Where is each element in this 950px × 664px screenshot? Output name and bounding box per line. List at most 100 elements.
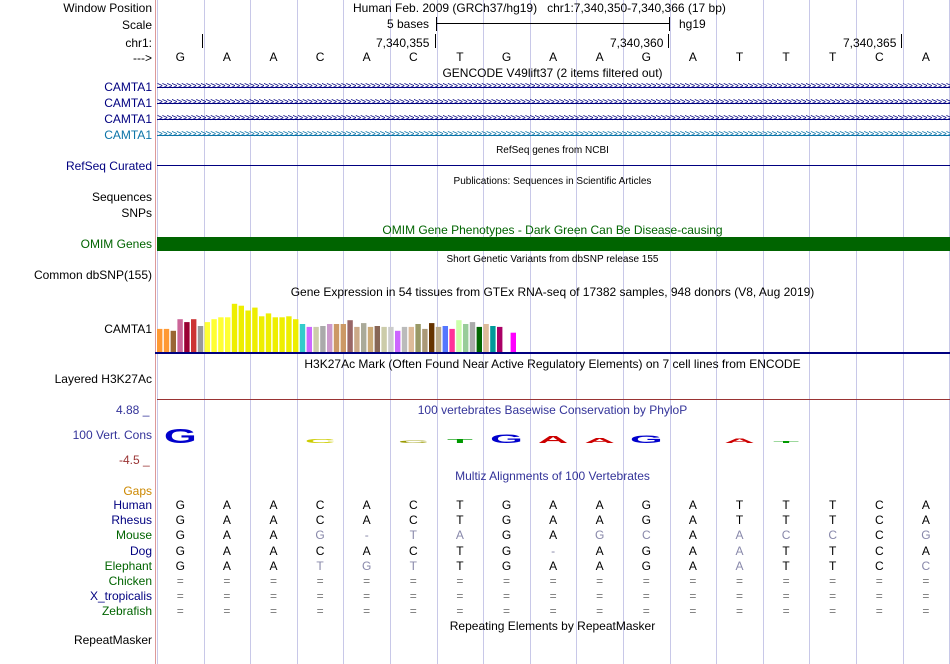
aligned-base: = xyxy=(689,574,697,588)
gtex-tissue-bar xyxy=(408,326,414,352)
gtex-tissue-bar xyxy=(476,326,482,352)
gencode-transcript-label[interactable]: CAMTA1 xyxy=(104,112,152,126)
aligned-base: = xyxy=(223,589,231,604)
gtex-tissue-bar xyxy=(218,317,224,352)
aligned-base: C xyxy=(408,513,418,528)
omim-label[interactable]: OMIM Genes xyxy=(80,237,152,251)
refseq-label[interactable]: RefSeq Curated xyxy=(65,159,152,173)
h3k27ac-title[interactable]: H3K27Ac Mark (Often Found Near Active Re… xyxy=(304,357,801,371)
species-label[interactable]: Human xyxy=(113,498,152,512)
reference-base: A xyxy=(921,50,930,64)
aligned-base: = xyxy=(922,589,930,604)
species-label[interactable]: Dog xyxy=(129,543,152,558)
repeatmasker-title[interactable]: Repeating Elements by RepeatMasker xyxy=(449,619,656,633)
aligned-base: = xyxy=(363,589,371,604)
conservation-glyph: C xyxy=(398,440,428,444)
gtex-tissue-bar xyxy=(340,324,346,352)
aligned-base: A xyxy=(735,543,744,558)
gencode-title[interactable]: GENCODE V49lift37 (2 items filtered out) xyxy=(442,66,663,80)
refseq-gene-line[interactable] xyxy=(157,165,950,166)
publications-sequences-label[interactable]: Sequences xyxy=(91,190,152,204)
gencode-transcript-label[interactable]: CAMTA1 xyxy=(104,80,152,94)
aligned-base: C xyxy=(874,528,884,543)
omim-gene-bar[interactable] xyxy=(157,237,950,251)
gtex-label[interactable]: CAMTA1 xyxy=(104,322,152,336)
aligned-base: = xyxy=(549,604,557,619)
omim-title[interactable]: OMIM Gene Phenotypes - Dark Green Can Be… xyxy=(382,223,723,237)
species-label[interactable]: Zebrafish xyxy=(101,604,152,619)
gencode-transcript-label[interactable]: CAMTA1 xyxy=(104,96,152,110)
aligned-base: A xyxy=(269,498,278,512)
aligned-base: A xyxy=(595,513,604,528)
conservation-glyph: G xyxy=(490,432,523,446)
publications-snps-label[interactable]: SNPs xyxy=(121,206,152,220)
aligned-base: A xyxy=(362,498,371,512)
gtex-chart[interactable] xyxy=(155,298,950,354)
aligned-base: = xyxy=(689,589,697,604)
gencode-transcript-label[interactable]: CAMTA1 xyxy=(104,128,152,142)
aligned-base: A xyxy=(595,498,604,512)
aligned-base: = xyxy=(316,574,324,588)
scale-text: 5 bases xyxy=(387,17,430,31)
aligned-base: = xyxy=(502,574,510,588)
gencode-transcript-line[interactable]: >>>>>>>>>>>>>>>>>>>>>>>>>>>>>>>>>>>>>>>>… xyxy=(157,80,950,94)
dbsnp-label[interactable]: Common dbSNP(155) xyxy=(33,268,152,282)
dbsnp-title[interactable]: Short Genetic Variants from dbSNP releas… xyxy=(446,254,659,265)
aligned-base: T xyxy=(829,498,837,512)
conservation-glyph: C xyxy=(305,439,335,445)
aligned-base: A xyxy=(735,558,744,573)
gtex-title[interactable]: Gene Expression in 54 tissues from GTEx … xyxy=(290,285,815,299)
gtex-tissue-bar xyxy=(361,323,367,352)
aligned-base: A xyxy=(222,513,231,528)
strand-label: ---> xyxy=(133,51,152,65)
aligned-base: G xyxy=(315,528,325,543)
aligned-base: A xyxy=(549,528,558,543)
multiz-title[interactable]: Multiz Alignments of 100 Vertebrates xyxy=(455,469,650,483)
gtex-tissue-bar xyxy=(293,319,299,352)
conservation-title[interactable]: 100 vertebrates Basewise Conservation by… xyxy=(417,403,688,417)
gencode-transcript-line[interactable]: >>>>>>>>>>>>>>>>>>>>>>>>>>>>>>>>>>>>>>>>… xyxy=(157,96,950,110)
species-label[interactable]: Chicken xyxy=(108,574,152,588)
label-separator[interactable] xyxy=(155,0,156,664)
species-label[interactable]: Rhesus xyxy=(111,513,152,528)
refseq-title[interactable]: RefSeq genes from NCBI xyxy=(496,145,609,156)
gaps-label[interactable]: Gaps xyxy=(123,484,152,498)
aligned-base: C xyxy=(641,528,651,543)
gtex-tissue-bar xyxy=(469,322,476,352)
gtex-tissue-bar xyxy=(272,317,278,352)
gtex-tissue-bar xyxy=(395,330,401,352)
ruler-tick xyxy=(435,34,436,48)
gtex-tissue-bar xyxy=(225,317,231,352)
aligned-base: = xyxy=(735,589,743,604)
aligned-base: C xyxy=(315,543,325,558)
aligned-base: A xyxy=(455,528,464,543)
aligned-base: T xyxy=(456,558,464,573)
gencode-transcript-line[interactable]: >>>>>>>>>>>>>>>>>>>>>>>>>>>>>>>>>>>>>>>>… xyxy=(157,128,950,142)
aligned-base: A xyxy=(921,543,930,558)
aligned-base: = xyxy=(875,574,883,588)
conservation-glyph: A xyxy=(538,434,568,445)
aligned-base: = xyxy=(269,574,277,588)
gencode-transcript-line[interactable]: >>>>>>>>>>>>>>>>>>>>>>>>>>>>>>>>>>>>>>>>… xyxy=(157,112,950,126)
gtex-tissue-bar xyxy=(231,303,238,352)
aligned-base: A xyxy=(269,528,278,543)
aligned-base: = xyxy=(549,589,557,604)
aligned-base: = xyxy=(409,604,417,619)
aligned-base: G xyxy=(501,528,512,543)
species-label[interactable]: X_tropicalis xyxy=(89,589,152,604)
repeatmasker-label[interactable]: RepeatMasker xyxy=(73,633,152,647)
aligned-base: G xyxy=(641,513,651,528)
species-label[interactable]: Mouse xyxy=(115,528,152,543)
conservation-label[interactable]: 100 Vert. Cons xyxy=(72,428,152,442)
aligned-base: = xyxy=(363,574,371,588)
aligned-base: C xyxy=(315,513,325,528)
reference-base: G xyxy=(641,50,651,64)
species-label[interactable]: Elephant xyxy=(104,558,152,573)
aligned-base: A xyxy=(688,528,697,543)
gtex-tissue-bar xyxy=(245,310,251,352)
gtex-tissue-bar xyxy=(313,326,319,352)
h3k27ac-label[interactable]: Layered H3K27Ac xyxy=(54,372,152,386)
aligned-base: T xyxy=(409,558,417,573)
publications-title[interactable]: Publications: Sequences in Scientific Ar… xyxy=(453,176,652,187)
